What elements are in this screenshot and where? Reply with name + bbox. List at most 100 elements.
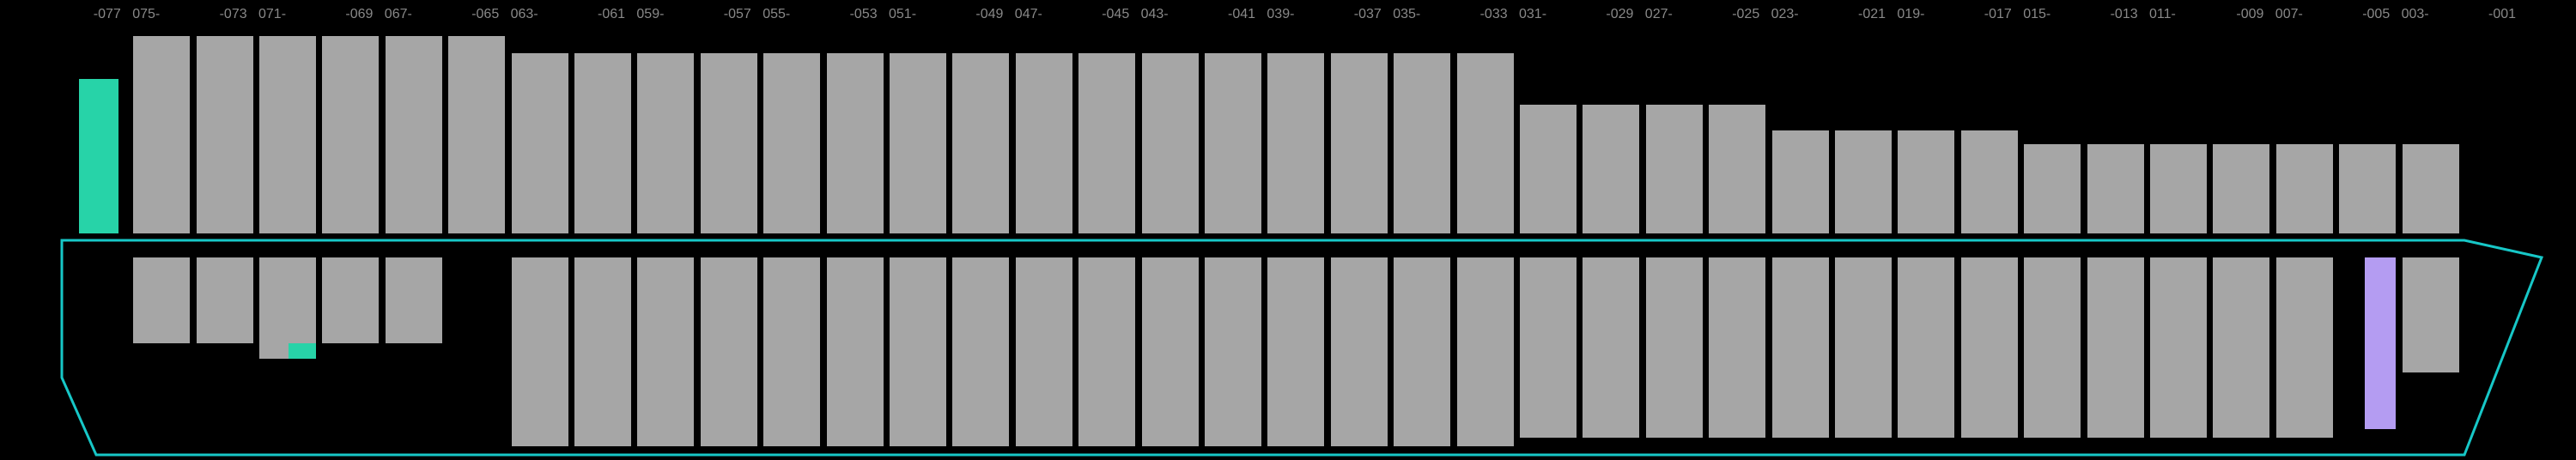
bottom-slot-035[interactable] [1394,257,1450,446]
bottom-slot-049[interactable] [952,257,1009,446]
top-slot-053[interactable] [827,53,884,233]
bay-label-003: 003- [2402,7,2429,22]
bottom-slot-073[interactable] [197,257,253,343]
bay-label-013: -013 [2111,7,2138,22]
bottom-slot-071-overlay-0 [289,343,316,359]
bottom-slot-069[interactable] [322,257,379,343]
top-slot-009[interactable] [2213,144,2269,233]
bay-label-043: 043- [1141,7,1169,22]
bay-label-053: -053 [850,7,878,22]
top-slot-019[interactable] [1898,130,1954,233]
bottom-slot-017[interactable] [1961,257,2018,438]
top-slot-007[interactable] [2276,144,2333,233]
bottom-slot-025[interactable] [1709,257,1765,438]
bottom-slot-063[interactable] [512,257,568,446]
bay-label-063: 063- [511,7,538,22]
top-slot-015[interactable] [2024,144,2081,233]
bay-label-001: -001 [2488,7,2516,22]
bottom-slot-051[interactable] [890,257,946,446]
bay-label-021: -021 [1858,7,1886,22]
bay-label-047: 047- [1015,7,1042,22]
top-slot-033[interactable] [1457,53,1514,233]
bottom-slot-009[interactable] [2213,257,2269,438]
bay-label-077: -077 [94,7,121,22]
top-slot-005[interactable] [2339,144,2396,233]
bottom-slot-013[interactable] [2087,257,2144,438]
top-slot-011[interactable] [2150,144,2207,233]
top-slot-013[interactable] [2087,144,2144,233]
bay-label-041: -041 [1228,7,1255,22]
bay-label-075: 075- [132,7,160,22]
top-slot-037[interactable] [1331,53,1388,233]
bottom-slot-029[interactable] [1583,257,1639,438]
top-slot-047[interactable] [1016,53,1072,233]
bottom-slot-041[interactable] [1205,257,1261,446]
top-slot-063[interactable] [512,53,568,233]
top-slot-071[interactable] [259,36,316,233]
bay-label-045: -045 [1102,7,1129,22]
bottom-slot-053[interactable] [827,257,884,446]
top-slot-023[interactable] [1772,130,1829,233]
top-slot-051[interactable] [890,53,946,233]
top-slot-039[interactable] [1267,53,1324,233]
bottom-slot-011[interactable] [2150,257,2207,438]
top-slot-059[interactable] [637,53,694,233]
top-slot-069[interactable] [322,36,379,233]
bottom-slot-003[interactable] [2403,257,2459,372]
bay-label-023: 023- [1771,7,1799,22]
bay-label-069: -069 [345,7,373,22]
top-slot-061[interactable] [574,53,631,233]
bottom-slot-023[interactable] [1772,257,1829,438]
top-slot-029[interactable] [1583,105,1639,233]
top-slot-043[interactable] [1142,53,1199,233]
bottom-slot-005[interactable] [2365,257,2396,429]
top-slot-075[interactable] [133,36,190,233]
bottom-slot-027[interactable] [1646,257,1703,438]
top-slot-049[interactable] [952,53,1009,233]
bottom-slot-031[interactable] [1520,257,1577,438]
top-slot-067[interactable] [386,36,442,233]
bay-label-009: -009 [2236,7,2263,22]
bottom-slot-033[interactable] [1457,257,1514,446]
bay-label-055: 055- [762,7,790,22]
bottom-slot-059[interactable] [637,257,694,446]
bay-label-049: -049 [975,7,1003,22]
bottom-slot-015[interactable] [2024,257,2081,438]
top-slot-073[interactable] [197,36,253,233]
top-slot-035[interactable] [1394,53,1450,233]
bay-label-011: 011- [2149,7,2176,22]
bottom-slot-061[interactable] [574,257,631,446]
bay-label-067: 067- [385,7,412,22]
bay-label-007: 007- [2275,7,2303,22]
bottom-slot-021[interactable] [1835,257,1892,438]
bottom-slot-019[interactable] [1898,257,1954,438]
top-slot-057[interactable] [701,53,757,233]
bottom-slot-043[interactable] [1142,257,1199,446]
bottom-slot-007[interactable] [2276,257,2333,438]
bay-label-065: -065 [471,7,499,22]
bottom-slot-037[interactable] [1331,257,1388,446]
bottom-slot-075[interactable] [133,257,190,343]
top-slot-027[interactable] [1646,105,1703,233]
bay-label-005: -005 [2362,7,2390,22]
top-slot-025[interactable] [1709,105,1765,233]
top-slot-055[interactable] [763,53,820,233]
bay-label-037: -037 [1354,7,1382,22]
bottom-slot-057[interactable] [701,257,757,446]
top-slot-041[interactable] [1205,53,1261,233]
top-slot-003[interactable] [2403,144,2459,233]
bottom-slot-047[interactable] [1016,257,1072,446]
top-slot-021[interactable] [1835,130,1892,233]
bottom-slot-039[interactable] [1267,257,1324,446]
bottom-slot-067[interactable] [386,257,442,343]
top-slot-045[interactable] [1078,53,1135,233]
bottom-slot-055[interactable] [763,257,820,446]
bay-label-073: -073 [220,7,247,22]
bay-label-031: 031- [1519,7,1546,22]
bay-label-035: 035- [1393,7,1420,22]
top-slot-065[interactable] [448,36,505,233]
top-slot-077[interactable] [79,79,118,233]
top-slot-017[interactable] [1961,130,2018,233]
bottom-slot-045[interactable] [1078,257,1135,446]
top-slot-031[interactable] [1520,105,1577,233]
